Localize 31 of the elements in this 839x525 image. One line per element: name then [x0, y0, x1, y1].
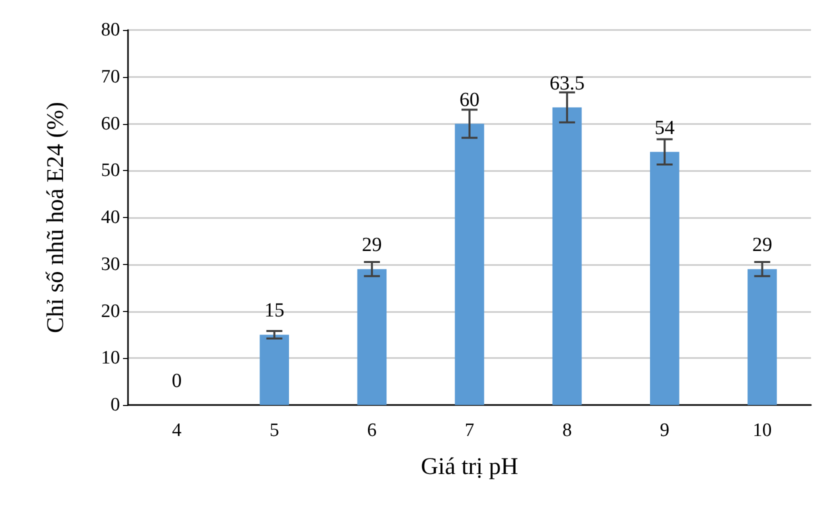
data-label: 15 — [264, 300, 284, 322]
y-tick-label: 10 — [101, 348, 120, 369]
y-tick-label: 70 — [101, 66, 120, 88]
x-tick-label: 9 — [660, 420, 670, 441]
y-tick-label: 30 — [101, 254, 120, 275]
x-tick-label: 8 — [562, 420, 572, 441]
y-axis-title: Chỉ số nhũ hoá E24 (%) — [43, 102, 69, 334]
x-tick-label: 10 — [752, 420, 772, 441]
x-tick-label: 5 — [270, 420, 280, 441]
y-tick-label: 40 — [101, 207, 120, 228]
y-tick-label: 60 — [101, 113, 120, 134]
x-tick-label: 4 — [172, 420, 182, 441]
bar — [552, 107, 582, 405]
data-label: 54 — [654, 116, 675, 139]
y-tick-label: 80 — [101, 20, 120, 40]
x-tick-label: 7 — [464, 420, 474, 441]
data-label: 60 — [460, 88, 480, 111]
bar — [650, 152, 680, 405]
data-label: 29 — [362, 234, 382, 256]
bar — [260, 334, 289, 405]
y-tick-label: 0 — [110, 394, 120, 416]
y-tick-label: 50 — [101, 160, 120, 182]
x-axis-title: Giá trị pH — [420, 454, 518, 480]
y-tick-label: 20 — [101, 300, 120, 322]
data-label: 63.5 — [550, 72, 585, 94]
bar — [357, 269, 387, 405]
bar — [454, 124, 484, 405]
bar — [748, 269, 777, 405]
data-label: 29 — [752, 234, 772, 256]
data-label: 0 — [172, 370, 182, 392]
x-tick-label: 6 — [367, 420, 377, 441]
